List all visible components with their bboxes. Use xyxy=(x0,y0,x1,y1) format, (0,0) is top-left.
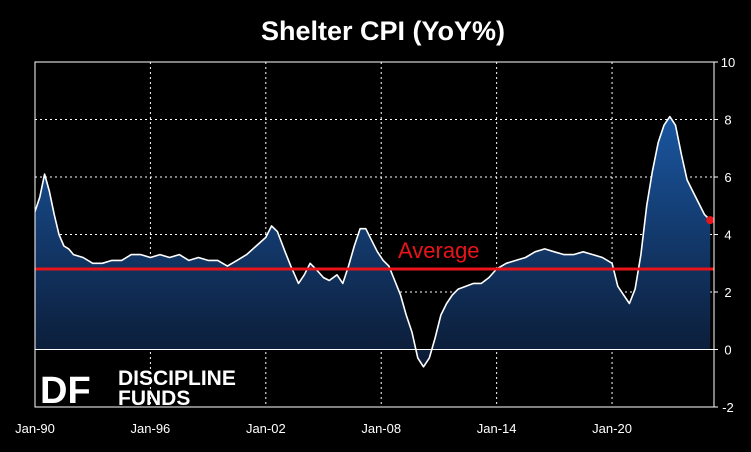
y-tick-label: 8 xyxy=(724,113,731,128)
x-tick-label: Jan-02 xyxy=(246,421,286,436)
y-tick-label: 4 xyxy=(724,228,731,243)
y-tick-label: -2 xyxy=(722,400,734,415)
average-label: Average xyxy=(398,238,480,263)
logo-line1: DISCIPLINE xyxy=(118,367,236,390)
series-area-fill xyxy=(35,116,711,367)
x-tick-label: Jan-96 xyxy=(131,421,171,436)
y-tick-label: 2 xyxy=(724,285,731,300)
grid xyxy=(35,62,714,407)
logo-mark: DF xyxy=(40,370,91,412)
latest-value-marker xyxy=(706,216,715,225)
reference-layer: Average xyxy=(35,216,715,271)
x-tick-label: Jan-14 xyxy=(477,421,517,436)
discipline-funds-logo: DF DISCIPLINE FUNDS xyxy=(40,367,236,412)
y-tick-label: 0 xyxy=(724,343,731,358)
axes: -2 0 2 4 6 8 10 Jan-90 Jan-96 Jan-02 Jan-08 Jan-14 J… xyxy=(15,55,735,436)
chart-title: Shelter CPI (YoY%) xyxy=(261,16,505,46)
x-tick-label: Jan-08 xyxy=(361,421,401,436)
y-tick-label: 10 xyxy=(721,55,735,70)
x-tick-label: Jan-20 xyxy=(592,421,632,436)
logo-line2: FUNDS xyxy=(118,387,190,410)
series-line xyxy=(35,115,711,368)
series-area-layer xyxy=(35,115,711,368)
x-tick-label: Jan-90 xyxy=(15,421,55,436)
y-tick-label: 6 xyxy=(724,170,731,185)
